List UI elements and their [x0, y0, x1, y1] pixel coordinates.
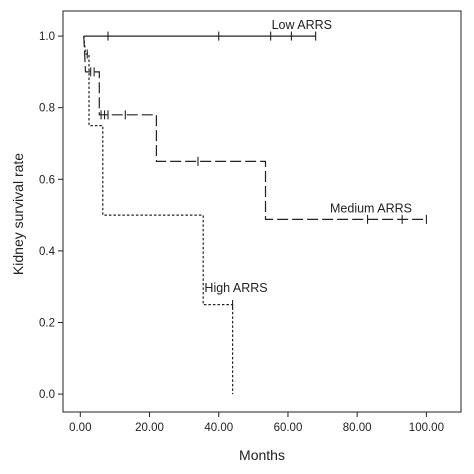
y-tick-label: 0.6 — [39, 174, 55, 186]
x-tick-label: 60.00 — [274, 422, 303, 434]
series-label-high-arrs: High ARRS — [204, 281, 267, 295]
x-tick-label: 100.00 — [409, 422, 444, 434]
series-low-arrs: Low ARRS — [83, 18, 332, 41]
y-axis: 0.0 0.2 0.4 0.6 0.8 1.0 — [39, 31, 63, 401]
y-tick-label: 0.4 — [39, 246, 56, 258]
y-tick-label: 0.0 — [39, 389, 55, 401]
series-line-medium-arrs — [83, 36, 427, 220]
x-axis-title: Months — [239, 447, 285, 463]
series-label-low-arrs: Low ARRS — [272, 18, 332, 32]
series-medium-arrs: Medium ARRS — [83, 36, 427, 224]
x-tick-label: 40.00 — [204, 422, 233, 434]
x-axis: 0.00 20.00 40.00 60.00 80.00 100.00 — [69, 412, 444, 434]
y-tick-label: 0.8 — [39, 103, 55, 115]
survival-curves: Low ARRS Medium ARRS High ARRS — [83, 18, 427, 395]
x-tick-label: 0.00 — [69, 422, 91, 434]
series-line-high-arrs — [83, 36, 234, 395]
y-axis-title: Kidney survival rate — [10, 153, 26, 275]
plot-area-frame — [62, 10, 462, 413]
y-tick-label: 1.0 — [39, 31, 55, 43]
x-tick-label: 80.00 — [343, 422, 372, 434]
x-tick-label: 20.00 — [135, 422, 164, 434]
series-label-medium-arrs: Medium ARRS — [330, 202, 412, 216]
y-tick-label: 0.2 — [39, 317, 55, 329]
series-high-arrs: High ARRS — [83, 36, 268, 395]
